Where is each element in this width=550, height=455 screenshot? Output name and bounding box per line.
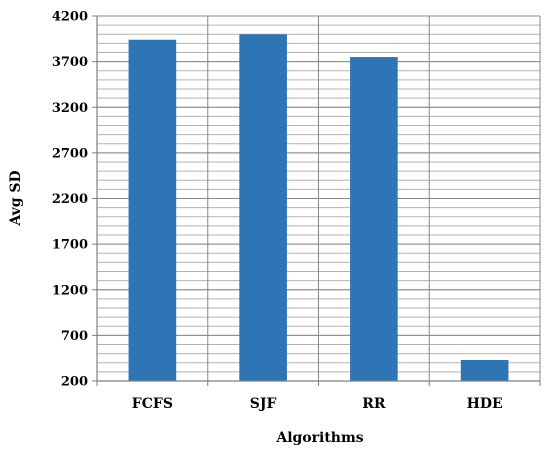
x-axis-title: Algorithms [275, 430, 363, 446]
x-tick-label: SJF [250, 396, 277, 412]
axes [92, 15, 541, 386]
y-tick-labels: 200 700 1200 1700 2200 2700 3200 3700 4200 [52, 10, 88, 390]
y-tick-label: 3200 [52, 101, 88, 116]
y-tick-label: 3700 [52, 55, 88, 70]
x-tick-label: FCFS [132, 396, 173, 412]
bars [128, 34, 509, 381]
y-tick-label: 2200 [52, 192, 88, 207]
y-tick-label: 200 [61, 375, 88, 390]
y-tick-label: 4200 [52, 10, 88, 25]
y-tick-label: 1700 [52, 238, 88, 253]
bar-rr [350, 57, 398, 381]
y-tick-label: 700 [61, 329, 88, 344]
bar-fcfs [128, 39, 177, 381]
y-tick-label: 2700 [52, 146, 88, 161]
x-tick-label: RR [362, 396, 386, 412]
y-axis-title: Avg SD [8, 170, 24, 226]
x-tick-labels: FCFS SJF RR HDE [132, 396, 503, 412]
y-tick-label: 1200 [52, 283, 88, 298]
bar-sjf [239, 34, 287, 381]
x-tick-label: HDE [467, 396, 503, 412]
bar-hde [460, 360, 509, 381]
